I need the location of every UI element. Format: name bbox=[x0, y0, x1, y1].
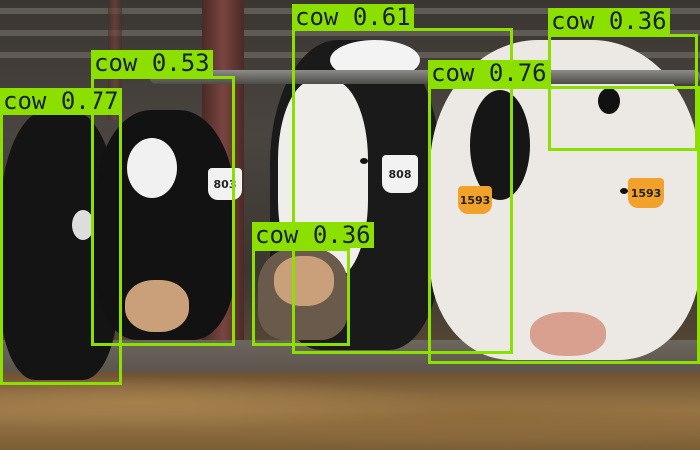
detection-box bbox=[252, 248, 350, 346]
detection-label: cow 0.53 bbox=[91, 50, 213, 76]
detection-label: cow 0.36 bbox=[548, 8, 670, 34]
detection-label: cow 0.36 bbox=[252, 222, 374, 248]
detection-label: cow 0.76 bbox=[428, 60, 550, 86]
detection-box bbox=[548, 34, 698, 151]
detection-label: cow 0.61 bbox=[292, 4, 414, 30]
detection-box bbox=[91, 76, 235, 346]
